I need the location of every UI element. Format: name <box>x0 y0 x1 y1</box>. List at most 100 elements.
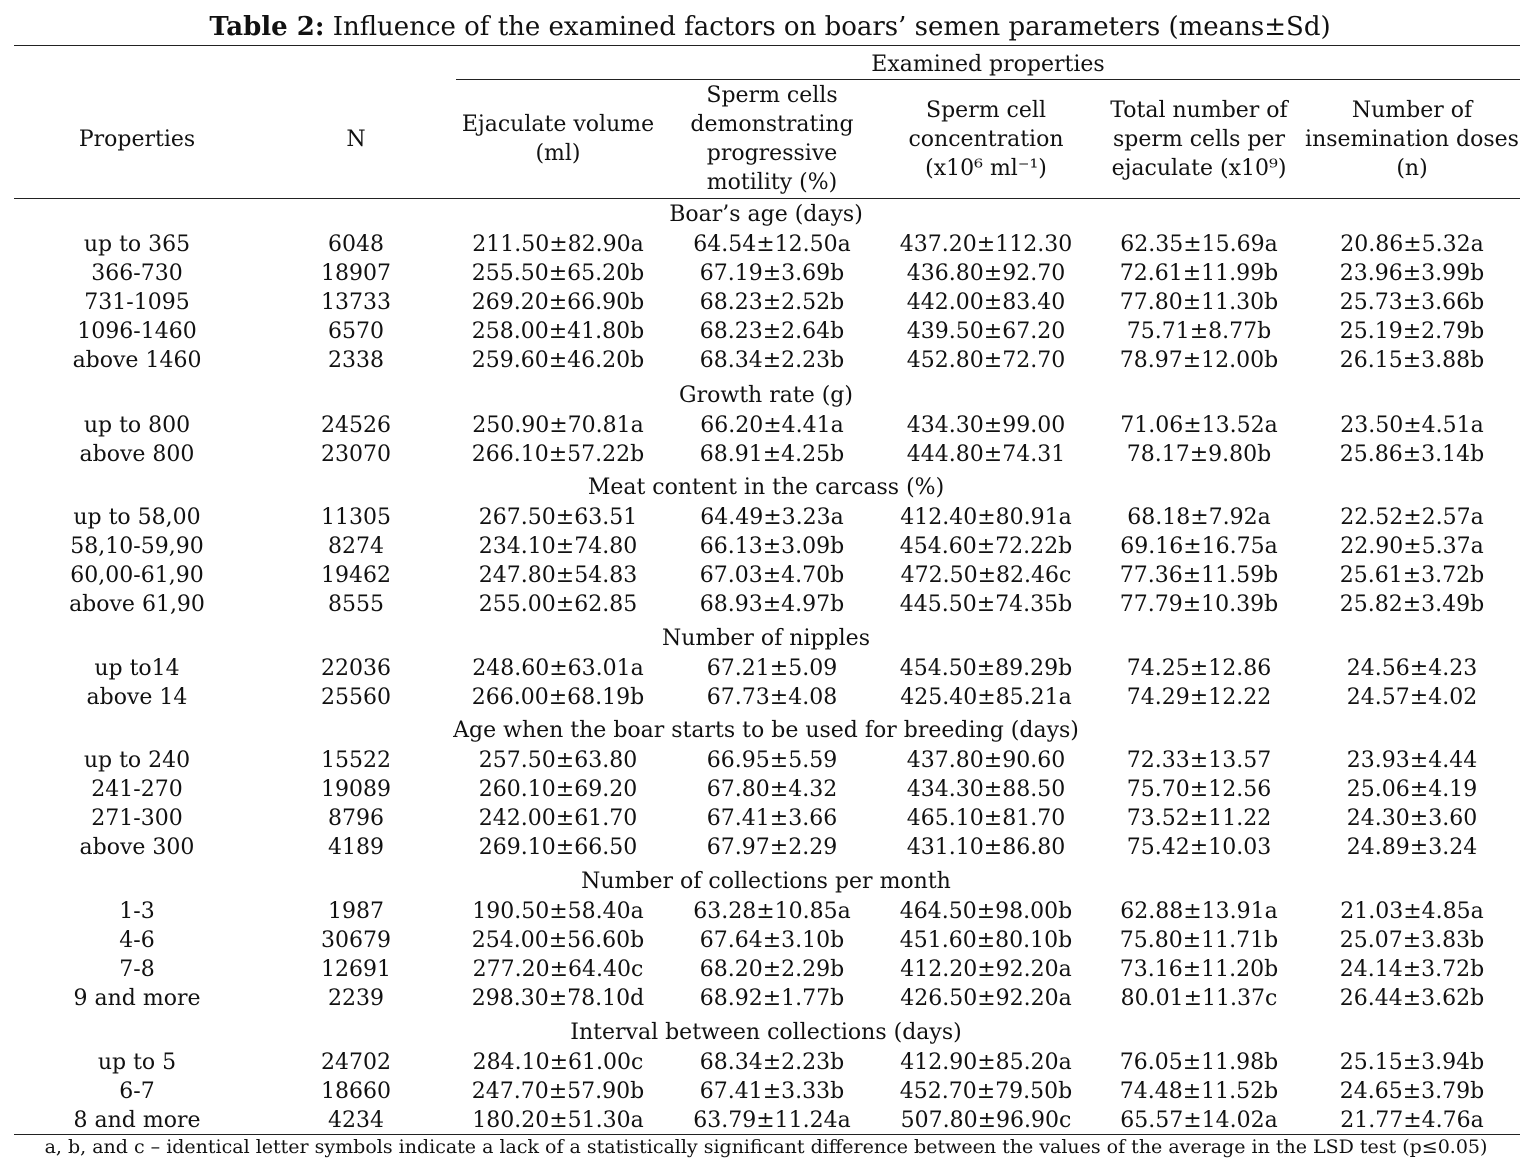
column-header-sperm-concentration: Sperm cell concentration (x10⁶ ml⁻¹) <box>876 81 1096 197</box>
cell-ejaculate-volume: 257.50±63.80 <box>478 748 638 773</box>
section-title: Age when the boar starts to be used for … <box>453 718 1079 743</box>
column-header-line: (ml) <box>535 141 581 166</box>
cell-total-sperm-cells: 77.79±10.39b <box>1119 592 1279 618</box>
cell-insemination-doses: 25.07±3.83b <box>1339 928 1485 954</box>
cell-total-sperm-cells: 74.48±11.52b <box>1119 1079 1279 1105</box>
cell-insemination-doses: 26.15±3.88b <box>1339 348 1485 374</box>
cell-ejaculate-volume: 255.00±62.85 <box>478 592 638 618</box>
cell-properties: 1096-1460 <box>77 319 197 345</box>
cell-total-sperm-cells: 77.80±11.30b <box>1119 290 1279 316</box>
cell-sperm-concentration: 434.30±99.00 <box>906 413 1066 438</box>
cell-progressive-motility: 67.41±3.66 <box>706 806 838 832</box>
examined-properties-header: Examined properties <box>871 52 1105 77</box>
cell-progressive-motility: 67.73±4.08 <box>706 685 838 711</box>
cell-ejaculate-volume: 180.20±51.30a <box>472 1108 644 1134</box>
table-row: up to 5 24702 284.10±61.00c 68.34±2.23b 412.… <box>0 1048 1540 1077</box>
cell-ejaculate-volume: 250.90±70.81a <box>472 413 644 438</box>
cell-sperm-concentration: 452.80±72.70 <box>906 348 1066 374</box>
cell-ejaculate-volume: 284.10±61.00c <box>472 1050 644 1075</box>
cell-n: 4234 <box>328 1108 384 1134</box>
cell-properties: up to 365 <box>83 232 191 257</box>
table-row: above 1460 2338 259.60±46.20b 68.34±2.23b 45… <box>0 346 1540 375</box>
cell-total-sperm-cells: 77.36±11.59b <box>1119 563 1279 589</box>
cell-properties: up to 58,00 <box>73 505 201 530</box>
cell-sperm-concentration: 412.20±92.20a <box>900 957 1072 983</box>
footnote: a, b, and c – identical letter symbols i… <box>44 1136 1488 1158</box>
cell-sperm-concentration: 412.40±80.91a <box>900 505 1072 530</box>
cell-properties: above 800 <box>79 442 195 468</box>
cell-insemination-doses: 24.89±3.24 <box>1346 835 1478 861</box>
cell-insemination-doses: 21.03±4.85a <box>1340 899 1484 924</box>
cell-sperm-concentration: 431.10±86.80 <box>906 835 1066 861</box>
cell-ejaculate-volume: 190.50±58.40a <box>472 899 644 924</box>
cell-sperm-concentration: 434.30±88.50 <box>906 777 1066 803</box>
cell-n: 13733 <box>321 290 391 316</box>
cell-total-sperm-cells: 68.18±7.92a <box>1127 505 1271 530</box>
column-header-line: Total number of <box>1110 97 1288 123</box>
cell-progressive-motility: 66.20±4.41a <box>700 413 844 438</box>
table-caption: Influence of the examined factors on boa… <box>332 12 1331 42</box>
column-header-line: motility (%) <box>706 170 838 195</box>
cell-progressive-motility: 66.95±5.59 <box>706 748 838 773</box>
cell-properties: 4-6 <box>119 928 155 954</box>
column-header-line: N <box>346 126 366 152</box>
table-title: Table 2: Influence of the examined facto… <box>0 9 1540 45</box>
cell-progressive-motility: 67.19±3.69b <box>699 261 845 287</box>
cell-sperm-concentration: 445.50±74.35b <box>899 592 1073 618</box>
cell-properties: above 1460 <box>72 348 202 374</box>
cell-insemination-doses: 20.86±5.32a <box>1340 232 1484 257</box>
cell-properties: 241-270 <box>91 777 183 803</box>
cell-sperm-concentration: 412.90±85.20a <box>900 1050 1072 1075</box>
cell-progressive-motility: 68.23±2.52b <box>699 290 845 316</box>
cell-ejaculate-volume: 266.00±68.19b <box>471 685 645 711</box>
cell-n: 22036 <box>321 656 391 681</box>
cell-progressive-motility: 67.64±3.10b <box>699 928 845 954</box>
cell-progressive-motility: 67.97±2.29 <box>706 835 838 861</box>
cell-progressive-motility: 68.34±2.23b <box>699 1050 845 1075</box>
column-header-line: ejaculate (x10⁹) <box>1111 155 1287 181</box>
table-row: up to 58,00 11305 267.50±63.51 64.49±3.23a 4… <box>0 503 1540 532</box>
cell-progressive-motility: 67.21±5.09 <box>706 656 838 681</box>
section-title: Growth rate (g) <box>679 383 853 408</box>
table-label: Table 2: <box>209 12 325 42</box>
column-header-n: N <box>266 81 446 197</box>
table-row: above 61,90 8555 255.00±62.85 68.93±4.97b 44… <box>0 590 1540 619</box>
cell-total-sperm-cells: 75.71±8.77b <box>1126 319 1272 345</box>
column-header-insemination-doses: Number of insemination doses (n) <box>1297 81 1527 197</box>
cell-insemination-doses: 25.82±3.49b <box>1339 592 1485 618</box>
cell-properties: 731-1095 <box>84 290 190 316</box>
cell-n: 30679 <box>321 928 391 954</box>
table-row: 1-3 1987 190.50±58.40a 63.28±10.85a 464.50±9… <box>0 897 1540 926</box>
cell-ejaculate-volume: 247.80±54.83 <box>478 563 638 589</box>
column-header-line: insemination doses <box>1305 126 1519 152</box>
cell-n: 24526 <box>321 413 391 438</box>
column-header-ejaculate-volume: Ejaculate volume (ml) <box>443 81 673 197</box>
column-header-line: Sperm cells <box>706 83 838 108</box>
cell-total-sperm-cells: 69.16±16.75a <box>1120 534 1278 560</box>
cell-total-sperm-cells: 75.42±10.03 <box>1126 835 1272 861</box>
cell-total-sperm-cells: 62.88±13.91a <box>1120 899 1278 924</box>
cell-ejaculate-volume: 211.50±82.90a <box>472 232 644 257</box>
cell-sperm-concentration: 425.40±85.21a <box>900 685 1072 711</box>
cell-total-sperm-cells: 72.61±11.99b <box>1119 261 1279 287</box>
cell-ejaculate-volume: 269.10±66.50 <box>478 835 638 861</box>
cell-n: 24702 <box>321 1050 391 1075</box>
cell-properties: up to 800 <box>83 413 191 438</box>
cell-sperm-concentration: 507.80±96.90c <box>900 1108 1072 1134</box>
table-row: up to 240 15522 257.50±63.80 66.95±5.59 437.… <box>0 746 1540 775</box>
cell-progressive-motility: 63.28±10.85a <box>693 899 851 924</box>
cell-insemination-doses: 21.77±4.76a <box>1340 1108 1484 1134</box>
cell-total-sperm-cells: 75.70±12.56 <box>1126 777 1272 803</box>
cell-ejaculate-volume: 248.60±63.01a <box>472 656 644 681</box>
cell-sperm-concentration: 444.80±74.31 <box>906 442 1066 468</box>
cell-n: 8796 <box>328 806 384 832</box>
table-row: above 14 25560 266.00±68.19b 67.73±4.08 425.… <box>0 683 1540 712</box>
cell-n: 8274 <box>328 534 384 560</box>
cell-insemination-doses: 25.19±2.79b <box>1339 319 1485 345</box>
cell-insemination-doses: 24.14±3.72b <box>1339 957 1485 983</box>
cell-progressive-motility: 67.03±4.70b <box>699 563 845 589</box>
cell-progressive-motility: 63.79±11.24a <box>693 1108 851 1134</box>
cell-insemination-doses: 25.06±4.19 <box>1346 777 1478 803</box>
cell-n: 12691 <box>321 957 391 983</box>
cell-properties: 6-7 <box>119 1079 155 1105</box>
